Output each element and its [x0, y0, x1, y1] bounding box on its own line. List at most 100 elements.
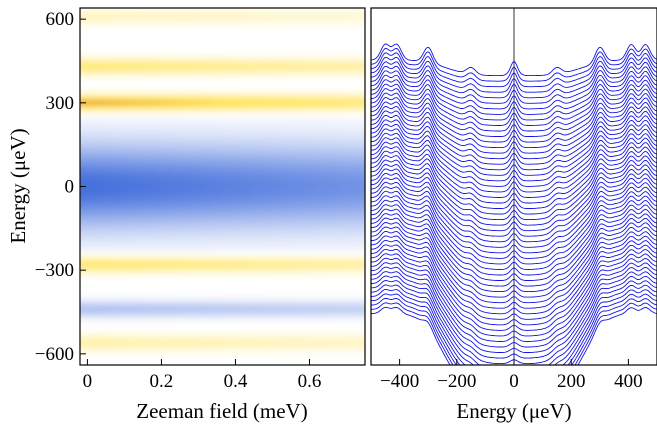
- heatmap-cell-row: [80, 51, 365, 55]
- heatmap-cell-row: [80, 158, 365, 162]
- heatmap-cell-row: [80, 341, 365, 344]
- heatmap-cell-row: [80, 111, 365, 114]
- heatmap-cell-row: [80, 263, 365, 267]
- heatmap-cell-row: [80, 174, 365, 178]
- heatmap-cell-row: [80, 295, 365, 299]
- heatmap-y-axis: 600 300 0 −300 −600: [35, 9, 86, 365]
- heatmap-cell-row: [80, 73, 365, 77]
- heatmap-cell-row: [80, 109, 365, 112]
- heatmap-cell-row: [80, 206, 365, 209]
- heatmap-cell-row: [80, 255, 365, 259]
- heatmap-cell-row: [80, 31, 365, 35]
- heatmap-cell-row: [80, 271, 365, 275]
- waterfall-trace: [371, 222, 657, 298]
- heatmap-cell-row: [80, 214, 365, 217]
- heatmap-cell-row: [80, 77, 365, 80]
- heatmap-cell-row: [80, 21, 365, 25]
- heatmap-cell-row: [80, 228, 365, 231]
- heatmap-cell-row: [80, 83, 365, 86]
- waterfall-x-tick-label: −200: [437, 371, 476, 392]
- heatmap-cell-row: [80, 166, 365, 170]
- heatmap-x-tick-label: 0: [83, 371, 93, 392]
- heatmap-cell-row: [80, 232, 365, 235]
- heatmap-cell-row: [80, 125, 365, 128]
- heatmap-cell-row: [80, 17, 365, 21]
- heatmap-cell-row: [80, 55, 365, 59]
- heatmap-cell-row: [80, 33, 365, 37]
- heatmap-cell-row: [80, 257, 365, 261]
- heatmap-cell-row: [80, 27, 365, 31]
- waterfall-trace: [371, 186, 657, 254]
- heatmap-cell-row: [80, 333, 365, 336]
- waterfall-trace: [371, 172, 657, 237]
- heatmap-cell-row: [80, 244, 365, 247]
- heatmap-cell-row: [80, 273, 365, 277]
- heatmap-cell-row: [80, 89, 365, 92]
- heatmap-cell-row: [80, 79, 365, 82]
- waterfall-trace: [371, 181, 657, 248]
- waterfall-trace: [371, 302, 657, 365]
- heatmap-cell-row: [80, 249, 365, 253]
- waterfall-trace: [371, 168, 657, 232]
- heatmap-cell-row: [80, 134, 365, 138]
- heatmap-cell-row: [80, 146, 365, 150]
- heatmap-cell-row: [80, 200, 365, 203]
- heatmap-cell-row: [80, 363, 365, 365]
- heatmap-y-axis-title: Energy (μeV): [6, 128, 30, 243]
- heatmap-cell-row: [80, 329, 365, 332]
- heatmap-cell-row: [80, 101, 365, 104]
- heatmap-cell-row: [80, 317, 365, 320]
- waterfall-trace: [371, 119, 657, 171]
- heatmap-y-tick-label: 0: [65, 177, 75, 198]
- heatmap-cell-row: [80, 281, 365, 285]
- waterfall-x-axis: −400 −200 0 200 400: [380, 359, 643, 392]
- waterfall-trace: [371, 195, 657, 265]
- heatmap-cell-row: [80, 37, 365, 41]
- heatmap-cell-row: [80, 180, 365, 184]
- heatmap-cell-row: [80, 186, 365, 190]
- heatmap-cell-row: [80, 202, 365, 205]
- heatmap-cell-row: [80, 192, 365, 196]
- heatmap-cell-row: [80, 8, 365, 11]
- waterfall-trace: [371, 284, 657, 365]
- waterfall-trace: [371, 271, 657, 359]
- heatmap-cell-row: [80, 69, 365, 73]
- heatmap-cell-row: [80, 91, 365, 94]
- heatmap-cell-row: [80, 105, 365, 108]
- heatmap-cell-row: [80, 240, 365, 243]
- heatmap-cell-row: [80, 160, 365, 164]
- heatmap-cell-row: [80, 259, 365, 263]
- heatmap-cell-row: [80, 285, 365, 289]
- waterfall-trace: [371, 128, 657, 182]
- heatmap-cell-row: [80, 190, 365, 194]
- heatmap-cell-row: [80, 71, 365, 75]
- waterfall-trace: [371, 150, 657, 209]
- heatmap-cell-row: [80, 19, 365, 23]
- heatmap-cell-row: [80, 309, 365, 313]
- heatmap-cell-row: [80, 347, 365, 350]
- waterfall-trace: [371, 105, 657, 154]
- heatmap-cell-row: [80, 222, 365, 225]
- heatmap-cell-row: [80, 311, 365, 315]
- waterfall-trace: [371, 164, 657, 226]
- waterfall-trace: [371, 155, 657, 215]
- waterfall-trace: [371, 230, 657, 309]
- waterfall-trace: [371, 159, 657, 221]
- heatmap-cell-row: [80, 303, 365, 307]
- heatmap-cell-row: [80, 81, 365, 84]
- heatmap-y-tick-label: 600: [46, 9, 75, 30]
- waterfall-x-axis-title: Energy (μeV): [456, 399, 571, 423]
- heatmap-cell-row: [80, 224, 365, 227]
- waterfall-trace: [371, 239, 657, 320]
- heatmap-cell-row: [80, 176, 365, 180]
- heatmap-cell-row: [80, 315, 365, 318]
- heatmap-cell-row: [80, 188, 365, 192]
- waterfall-trace: [371, 74, 657, 115]
- waterfall-trace: [371, 266, 657, 353]
- waterfall-trace: [371, 47, 657, 82]
- heatmap-cell-row: [80, 291, 365, 295]
- waterfall-trace: [371, 262, 657, 348]
- heatmap-cell-row: [80, 87, 365, 90]
- heatmap-cell-row: [80, 170, 365, 174]
- heatmap-cell-row: [80, 113, 365, 116]
